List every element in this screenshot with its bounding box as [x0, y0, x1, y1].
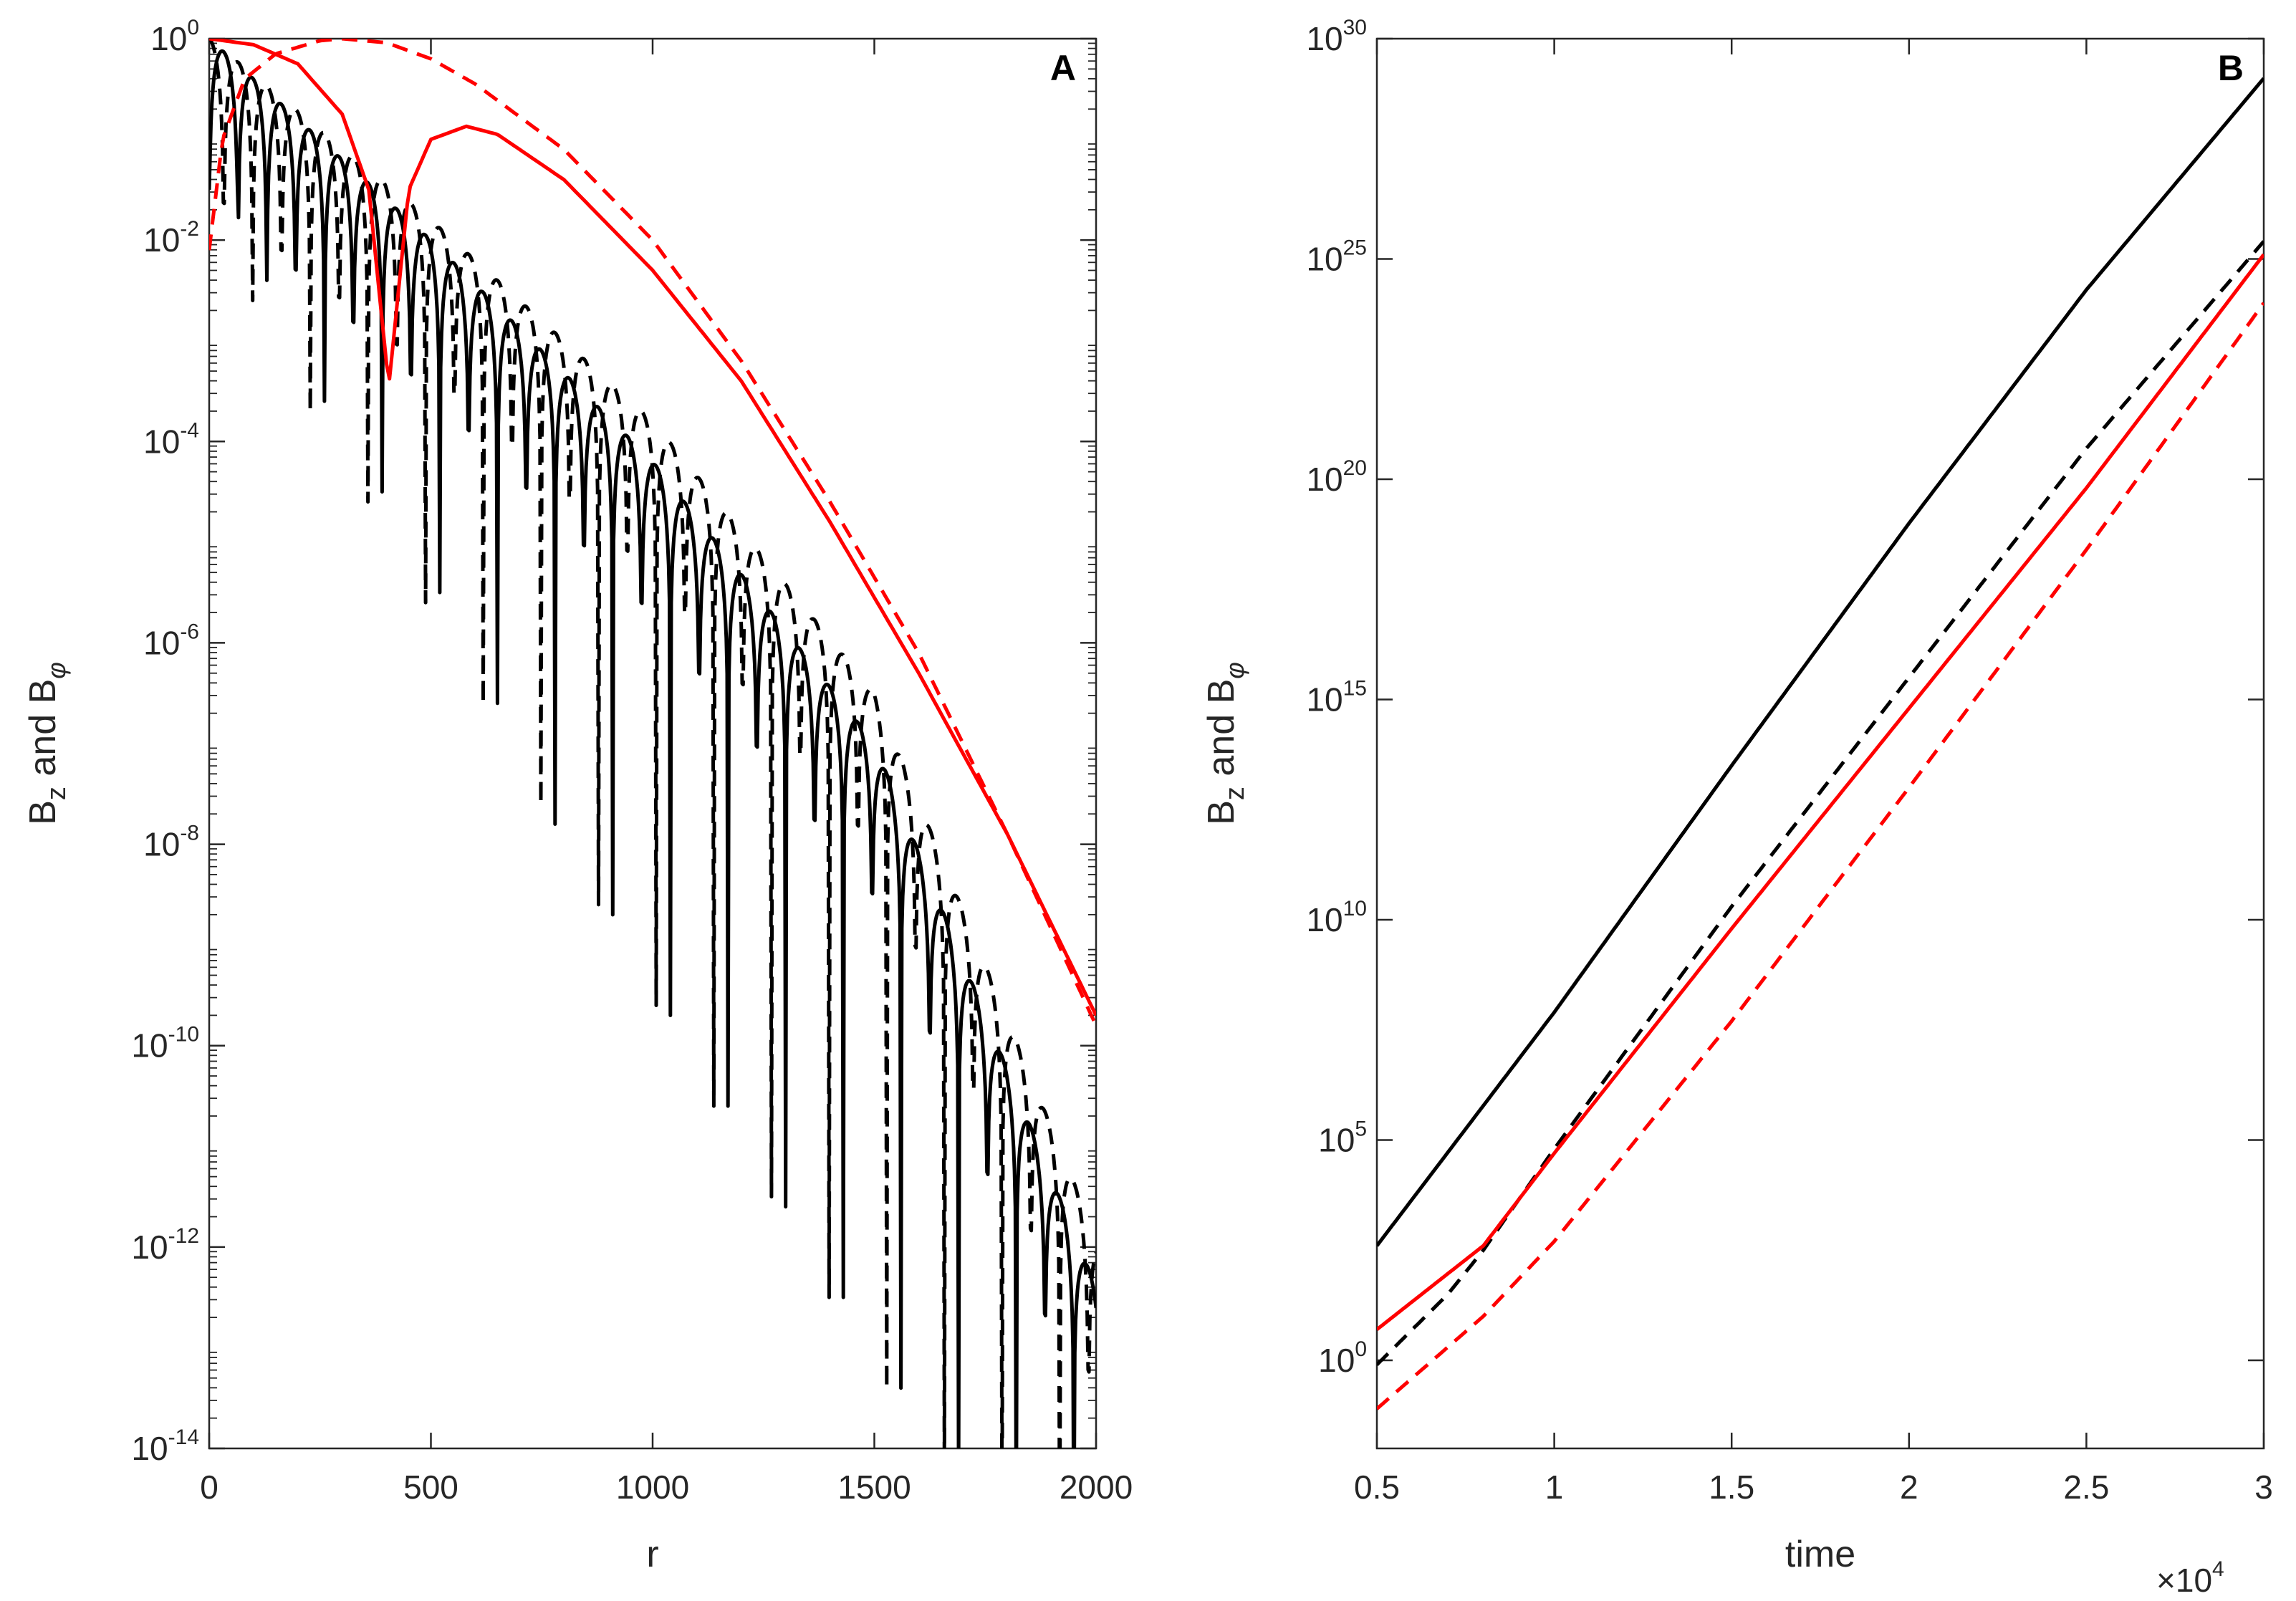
y-tick-exponent: -6: [180, 620, 199, 643]
y-tick-exponent: 30: [1343, 16, 1367, 39]
series-line-ff0000-dashed: [209, 39, 1096, 1027]
y-label-b1: B: [1201, 800, 1242, 825]
x-tick-label: 2.5: [2063, 1468, 2109, 1506]
y-label-and: and: [22, 703, 64, 787]
x-tick-label: 1.5: [1709, 1468, 1754, 1506]
series-group: [209, 39, 1096, 1448]
y-tick-base: 10: [131, 1229, 168, 1266]
y-tick-exponent: 0: [1355, 1337, 1367, 1361]
y-tick-base: 10: [1306, 681, 1342, 718]
y-tick-label: 1015: [1306, 677, 1367, 718]
plot-area: [1375, 37, 2265, 1450]
x-tick-label: 1: [1545, 1468, 1564, 1506]
y-tick-label: 10-12: [131, 1224, 199, 1266]
y-axis-label: Bz and Bφ: [22, 662, 72, 825]
y-tick-base: 10: [1306, 241, 1342, 278]
y-tick-exponent: 0: [187, 16, 199, 39]
series-line-ff0000-solid: [209, 39, 1096, 1016]
y-tick-base: 10: [143, 423, 180, 460]
y-tick-exponent: -12: [168, 1224, 199, 1248]
series-line-000000-solid: [1377, 77, 2264, 1247]
y-tick-base: 10: [150, 20, 187, 57]
series-line-000000-dashed: [1377, 240, 2264, 1366]
x-multiplier-prefix: ×10: [2156, 1562, 2212, 1599]
x-tick-label: 500: [403, 1468, 458, 1506]
y-tick-base: 10: [143, 221, 180, 259]
y-label-b2: B: [1201, 679, 1242, 704]
x-tick-label: 2: [1900, 1468, 1918, 1506]
x-tick-label: 2000: [1060, 1468, 1133, 1506]
x-axis-label: r: [646, 1534, 658, 1575]
y-tick-label: 100: [1318, 1337, 1367, 1379]
y-tick-exponent: -2: [180, 217, 199, 241]
y-tick-base: 10: [1306, 461, 1342, 498]
series-line-000000-dashed: [209, 39, 1096, 1448]
x-multiplier-exponent: 4: [2212, 1557, 2224, 1581]
y-tick-label: 10-8: [143, 822, 199, 863]
series-line-ff0000-solid: [1377, 253, 2264, 1331]
x-tick-label: 3: [2254, 1468, 2273, 1506]
y-tick-label: 10-2: [143, 217, 199, 259]
y-label-sub-z: z: [1220, 787, 1250, 800]
y-tick-label: 10-4: [143, 418, 199, 460]
y-tick-exponent: -10: [168, 1023, 199, 1047]
y-tick-base: 10: [131, 1027, 168, 1064]
y-tick-label: 1020: [1306, 456, 1367, 498]
y-label-b1: B: [22, 800, 64, 825]
x-tick-label: 1500: [837, 1468, 911, 1506]
y-tick-base: 10: [131, 1430, 168, 1467]
y-tick-label: 10-10: [131, 1023, 199, 1064]
x-axis-label: time: [1785, 1534, 1855, 1575]
y-tick-base: 10: [143, 624, 180, 661]
y-tick-label: 1030: [1306, 16, 1367, 57]
panel-a: 0 500 1000 1500 200010010-210-410-610-810-10…: [22, 16, 1133, 1575]
y-tick-base: 10: [1318, 1342, 1355, 1379]
series-line-ff0000-dashed: [1377, 302, 2264, 1410]
y-tick-exponent: 10: [1343, 897, 1367, 920]
y-tick-label: 10-14: [131, 1425, 199, 1467]
y-label-sub-phi: φ: [42, 662, 71, 678]
y-tick-label: 10-6: [143, 620, 199, 661]
panel-letter: B: [2218, 48, 2244, 88]
panel-b: 0.5 1 1.5 2 2.5 310301025102010151010105100ti…: [1201, 16, 2273, 1599]
y-label-sub-z: z: [42, 787, 72, 800]
y-tick-exponent: 20: [1343, 456, 1367, 480]
y-tick-exponent: 25: [1343, 236, 1367, 260]
y-tick-base: 10: [1318, 1122, 1355, 1159]
y-tick-exponent: -4: [180, 418, 199, 442]
x-tick-label: 1000: [616, 1468, 689, 1506]
x-tick-label: 0.5: [1354, 1468, 1400, 1506]
y-label-sub-phi: φ: [1220, 662, 1249, 678]
y-label-and: and: [1201, 703, 1242, 787]
series-group: [1377, 77, 2264, 1410]
y-axis-label: Bz and Bφ: [1201, 662, 1250, 825]
panel-letter: A: [1050, 48, 1076, 88]
y-tick-base: 10: [1306, 20, 1342, 57]
y-tick-exponent: 15: [1343, 677, 1367, 701]
x-tick-label: 0: [200, 1468, 218, 1506]
y-tick-exponent: 5: [1355, 1117, 1367, 1141]
y-tick-label: 1010: [1306, 897, 1367, 938]
y-tick-base: 10: [143, 826, 180, 863]
y-tick-label: 100: [150, 16, 199, 57]
plot-area: [208, 37, 1097, 1450]
y-tick-label: 1025: [1306, 236, 1367, 278]
y-label-b2: B: [22, 679, 64, 704]
y-tick-base: 10: [1306, 901, 1342, 938]
x-multiplier-label: ×104: [2156, 1557, 2224, 1599]
y-tick-exponent: -8: [180, 822, 199, 845]
y-tick-label: 105: [1318, 1117, 1367, 1159]
y-tick-exponent: -14: [168, 1425, 199, 1449]
